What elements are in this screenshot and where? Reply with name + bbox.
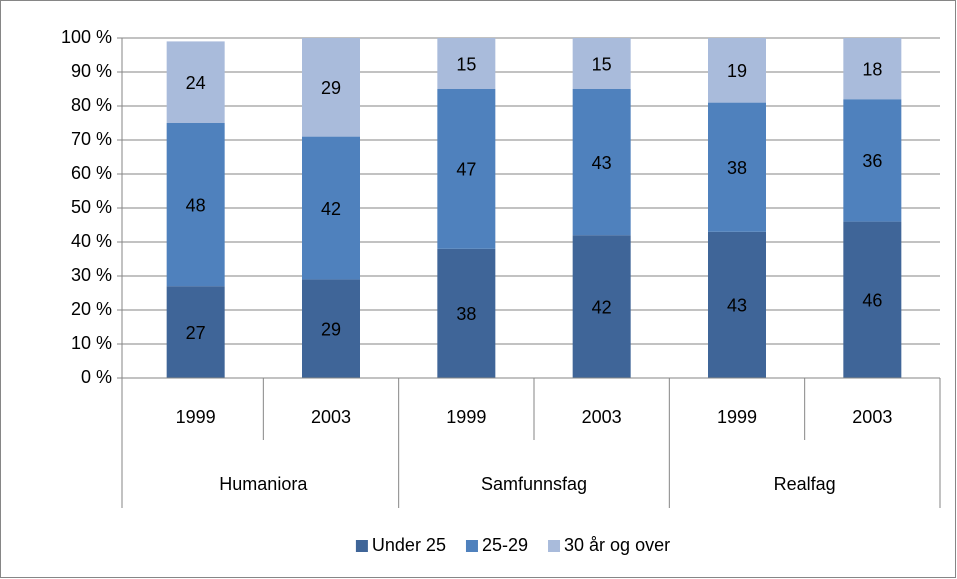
group-label: Samfunnsfag <box>481 474 587 494</box>
bar-segment <box>572 89 631 236</box>
bar-segment <box>302 279 360 378</box>
bar-segment <box>843 221 902 378</box>
data-label: 24 <box>186 73 206 93</box>
y-tick-label: 80 % <box>71 95 112 115</box>
data-label: 18 <box>862 59 882 79</box>
y-tick-label: 40 % <box>71 231 112 251</box>
data-label: 43 <box>727 296 747 316</box>
bar-segment <box>166 41 225 123</box>
data-label: 29 <box>321 319 341 339</box>
bar-segment <box>166 286 225 378</box>
group-label: Realfag <box>774 474 836 494</box>
data-label: 38 <box>456 304 476 324</box>
bar-segment <box>437 248 496 378</box>
y-tick-label: 0 % <box>81 367 112 387</box>
y-tick-label: 70 % <box>71 129 112 149</box>
bar-segment <box>708 231 766 378</box>
bar-segment <box>302 136 360 280</box>
legend-swatch <box>548 540 561 552</box>
data-label: 36 <box>862 151 882 171</box>
bar-segment <box>572 38 631 89</box>
y-tick-label: 60 % <box>71 163 112 183</box>
bar-segment <box>843 99 902 222</box>
legend-swatch <box>355 540 368 552</box>
y-tick-label: 100 % <box>61 27 112 47</box>
x-tick-label: 1999 <box>176 407 216 427</box>
data-label: 42 <box>592 297 612 317</box>
data-label: 43 <box>592 153 612 173</box>
data-label: 15 <box>592 54 612 74</box>
data-label: 19 <box>727 61 747 81</box>
x-tick-label: 2003 <box>311 407 351 427</box>
y-tick-label: 30 % <box>71 265 112 285</box>
data-label: 47 <box>456 160 476 180</box>
legend-swatch <box>465 540 478 552</box>
bar-segment <box>843 38 902 100</box>
y-tick-label: 20 % <box>71 299 112 319</box>
data-label: 15 <box>456 54 476 74</box>
group-label: Humaniora <box>219 474 308 494</box>
data-label: 27 <box>186 323 206 343</box>
x-tick-label: 1999 <box>446 407 486 427</box>
bar-segment <box>708 102 766 232</box>
bar-segment <box>437 89 496 249</box>
x-tick-label: 2003 <box>852 407 892 427</box>
data-label: 48 <box>186 195 206 215</box>
y-tick-label: 90 % <box>71 61 112 81</box>
x-tick-label: 1999 <box>717 407 757 427</box>
legend-label: 25-29 <box>482 535 528 555</box>
y-tick-label: 50 % <box>71 197 112 217</box>
bar-segment <box>437 38 496 89</box>
data-label: 38 <box>727 158 747 178</box>
legend-label: 30 år og over <box>564 535 670 555</box>
data-label: 29 <box>321 78 341 98</box>
bar-segment <box>302 38 360 137</box>
y-tick-label: 10 % <box>71 333 112 353</box>
data-label: 42 <box>321 199 341 219</box>
bar-segment <box>572 235 631 378</box>
x-tick-label: 2003 <box>582 407 622 427</box>
data-label: 46 <box>862 291 882 311</box>
legend-label: Under 25 <box>372 535 446 555</box>
bar-segment <box>166 123 225 287</box>
bar-segment <box>708 38 766 103</box>
